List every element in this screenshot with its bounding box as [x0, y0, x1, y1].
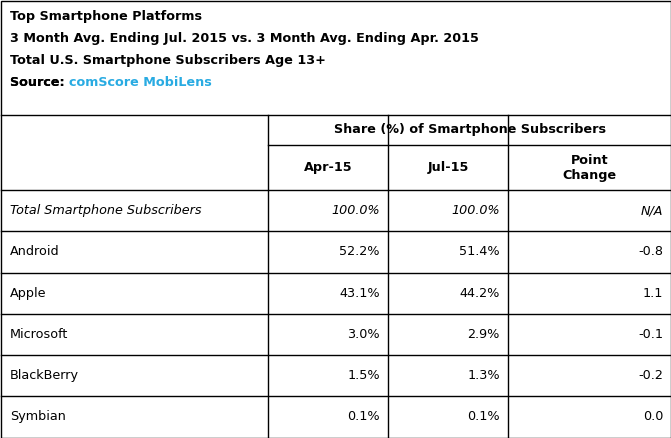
- Text: 52.2%: 52.2%: [340, 245, 380, 258]
- Text: 2.9%: 2.9%: [468, 328, 500, 341]
- Text: 100.0%: 100.0%: [331, 204, 380, 217]
- Text: 44.2%: 44.2%: [460, 286, 500, 300]
- Text: 0.1%: 0.1%: [468, 410, 500, 424]
- Text: Total Smartphone Subscribers: Total Smartphone Subscribers: [10, 204, 201, 217]
- Text: 100.0%: 100.0%: [452, 204, 500, 217]
- Text: 43.1%: 43.1%: [340, 286, 380, 300]
- Text: Apr-15: Apr-15: [304, 161, 352, 174]
- Text: BlackBerry: BlackBerry: [10, 369, 79, 382]
- Text: Point
Change: Point Change: [562, 153, 617, 181]
- Text: Jul-15: Jul-15: [427, 161, 468, 174]
- Text: Share (%) of Smartphone Subscribers: Share (%) of Smartphone Subscribers: [333, 124, 605, 137]
- Text: comScore MobiLens: comScore MobiLens: [69, 76, 212, 89]
- Text: 1.1: 1.1: [643, 286, 663, 300]
- Text: N/A: N/A: [641, 204, 663, 217]
- Text: 3 Month Avg. Ending Jul. 2015 vs. 3 Month Avg. Ending Apr. 2015: 3 Month Avg. Ending Jul. 2015 vs. 3 Mont…: [10, 32, 479, 45]
- Text: 51.4%: 51.4%: [460, 245, 500, 258]
- Text: Symbian: Symbian: [10, 410, 66, 424]
- Text: Android: Android: [10, 245, 60, 258]
- Text: Source:: Source:: [10, 76, 69, 89]
- Text: 0.0: 0.0: [643, 410, 663, 424]
- Text: -0.8: -0.8: [638, 245, 663, 258]
- Text: Source:: Source:: [10, 76, 69, 89]
- Text: 1.3%: 1.3%: [468, 369, 500, 382]
- Text: 3.0%: 3.0%: [348, 328, 380, 341]
- Text: Microsoft: Microsoft: [10, 328, 68, 341]
- Text: Apple: Apple: [10, 286, 46, 300]
- Text: Top Smartphone Platforms: Top Smartphone Platforms: [10, 10, 202, 23]
- Text: -0.2: -0.2: [638, 369, 663, 382]
- Text: -0.1: -0.1: [638, 328, 663, 341]
- Text: Total U.S. Smartphone Subscribers Age 13+: Total U.S. Smartphone Subscribers Age 13…: [10, 54, 326, 67]
- Text: 0.1%: 0.1%: [348, 410, 380, 424]
- Text: 1.5%: 1.5%: [348, 369, 380, 382]
